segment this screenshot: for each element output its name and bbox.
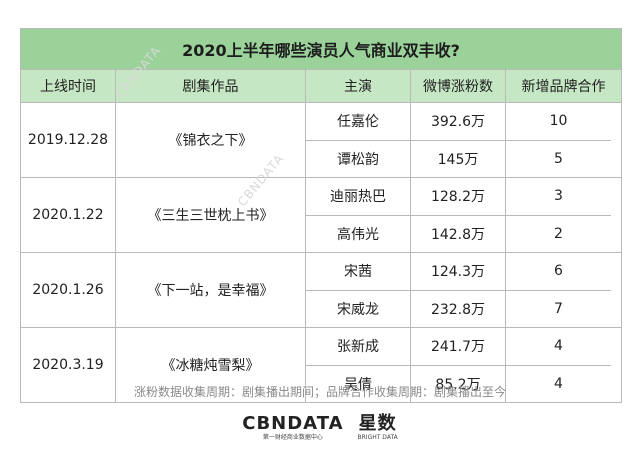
table-row-group: 2019.12.28 《锦衣之下》 任嘉伦 392.6万 10 谭松韵 145万… <box>21 103 621 178</box>
actor-cell: 张新成 <box>306 328 411 365</box>
brands-cell: 10 <box>549 113 568 130</box>
actor-cell: 迪丽热巴 <box>306 178 411 215</box>
fans-cell: 232.8万 <box>411 290 506 327</box>
table-title: 2020上半年哪些演员人气商业双丰收? <box>21 29 621 70</box>
table-row-group: 2020.3.19 《冰糖炖雪梨》 张新成 241.7万 4 吴倩 85.2万 … <box>21 328 621 402</box>
column-header-fans: 微博涨粉数 <box>411 70 506 102</box>
fans-cell: 142.8万 <box>411 215 506 252</box>
brands-cell: 7 <box>554 300 563 317</box>
drama-cell: 《下一站，是幸福》 <box>116 253 306 327</box>
table-row: 宋威龙 232.8万 7 <box>306 289 611 327</box>
fans-cell: 128.2万 <box>411 178 506 215</box>
xingshu-logo-text: 星数 <box>358 413 397 434</box>
column-header-drama: 剧集作品 <box>116 70 306 102</box>
date-cell: 2020.1.22 <box>21 178 116 252</box>
brands-cell: 4 <box>554 375 563 392</box>
brands-cell: 4 <box>554 338 563 355</box>
date-cell: 2020.3.19 <box>21 328 116 402</box>
fans-cell: 392.6万 <box>411 103 506 140</box>
column-header-brands: 新增品牌合作 <box>521 79 606 95</box>
drama-cell: 《锦衣之下》 <box>116 103 306 177</box>
actor-cell: 谭松韵 <box>306 140 411 177</box>
table-header: 上线时间 剧集作品 主演 微博涨粉数 新增品牌合作 <box>21 70 621 103</box>
actor-cell: 高伟光 <box>306 215 411 252</box>
xingshu-logo: 星数 BRIGHT DATA <box>358 414 398 442</box>
column-header-date: 上线时间 <box>21 70 116 102</box>
table-row: 张新成 241.7万 4 <box>306 328 611 365</box>
table-row-group: 2020.1.26 《下一站，是幸福》 宋茜 124.3万 6 宋威龙 232.… <box>21 253 621 328</box>
fans-cell: 241.7万 <box>411 328 506 365</box>
brands-cell: 3 <box>554 188 563 205</box>
table-row: 吴倩 85.2万 4 <box>306 364 611 402</box>
cbndata-logo-text: CBNDATA <box>242 413 344 434</box>
actor-cell: 宋茜 <box>306 253 411 290</box>
xingshu-logo-subtitle: BRIGHT DATA <box>357 434 398 441</box>
table-row: 迪丽热巴 128.2万 3 <box>306 178 611 215</box>
brands-cell: 6 <box>554 263 563 280</box>
actor-cell: 吴倩 <box>306 365 411 402</box>
table-row: 谭松韵 145万 5 <box>306 139 611 177</box>
fans-cell: 85.2万 <box>411 365 506 402</box>
date-cell: 2020.1.26 <box>21 253 116 327</box>
date-cell: 2019.12.28 <box>21 103 116 177</box>
data-table: 2020上半年哪些演员人气商业双丰收? 上线时间 剧集作品 主演 微博涨粉数 新… <box>20 28 622 403</box>
table-row: 宋茜 124.3万 6 <box>306 253 611 290</box>
actor-cell: 宋威龙 <box>306 290 411 327</box>
drama-cell: 《三生三世枕上书》 <box>116 178 306 252</box>
actor-cell: 任嘉伦 <box>306 103 411 140</box>
cbndata-logo-subtitle: 第一财经商业数据中心 <box>262 434 323 441</box>
cbndata-logo: CBNDATA 第一财经商业数据中心 <box>242 414 343 442</box>
column-header-actor: 主演 <box>306 70 411 102</box>
brands-cell: 2 <box>554 225 563 242</box>
brands-cell: 5 <box>554 150 563 167</box>
fans-cell: 145万 <box>411 140 506 177</box>
footer-logos: CBNDATA 第一财经商业数据中心 星数 BRIGHT DATA <box>0 414 640 442</box>
table-row: 高伟光 142.8万 2 <box>306 214 611 252</box>
table-row: 任嘉伦 392.6万 10 <box>306 103 611 140</box>
footnote: 涨粉数据收集周期：剧集播出期间；品牌合作收集周期：剧集播出至今 <box>133 385 506 399</box>
fans-cell: 124.3万 <box>411 253 506 290</box>
drama-cell: 《冰糖炖雪梨》 <box>116 328 306 402</box>
table-row-group: 2020.1.22 《三生三世枕上书》 迪丽热巴 128.2万 3 高伟光 14… <box>21 178 621 253</box>
